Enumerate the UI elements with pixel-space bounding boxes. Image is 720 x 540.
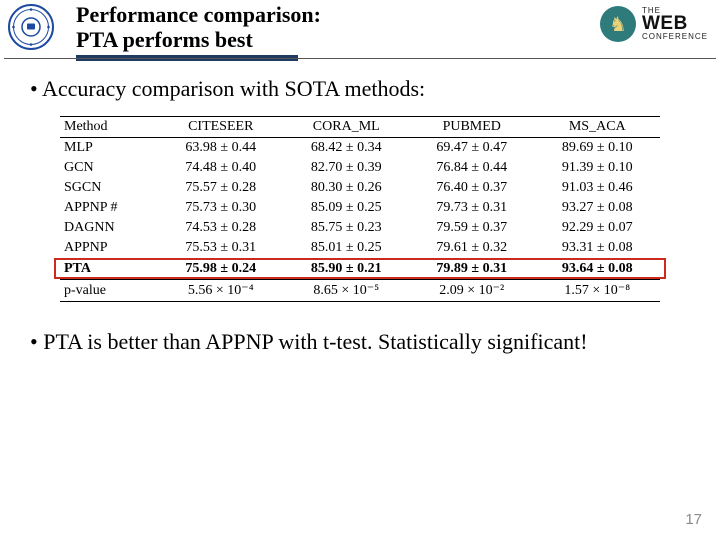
slide-title: Performance comparison: PTA performs bes…	[76, 2, 321, 53]
cell-value: 75.53 ± 0.31	[158, 238, 284, 259]
university-logo	[8, 4, 54, 50]
cell-method: PTA	[60, 259, 158, 280]
cell-value: 79.59 ± 0.37	[409, 218, 535, 238]
cell-value: 80.30 ± 0.26	[284, 178, 410, 198]
bullet-1: • Accuracy comparison with SOTA methods:	[30, 76, 690, 102]
table-row: SGCN75.57 ± 0.2880.30 ± 0.2676.40 ± 0.37…	[60, 178, 660, 198]
cell-value: 85.01 ± 0.25	[284, 238, 410, 259]
cell-value: 93.64 ± 0.08	[535, 259, 661, 280]
cell-value: 74.48 ± 0.40	[158, 158, 284, 178]
conference-logo: ♞ THE WEB CONFERENCE	[600, 6, 708, 42]
cell-value: 5.56 × 10⁻⁴	[158, 280, 284, 302]
slide-title-line1: Performance comparison:	[76, 2, 321, 27]
table-header-row: Method CITESEER CORA_ML PUBMED MS_ACA	[60, 117, 660, 138]
cell-value: 82.70 ± 0.39	[284, 158, 410, 178]
cell-value: 8.65 × 10⁻⁵	[284, 280, 410, 302]
conference-text: THE WEB CONFERENCE	[642, 7, 708, 40]
table-row: DAGNN74.53 ± 0.2885.75 ± 0.2379.59 ± 0.3…	[60, 218, 660, 238]
cell-method: SGCN	[60, 178, 158, 198]
horse-icon: ♞	[600, 6, 636, 42]
table-row: MLP63.98 ± 0.4468.42 ± 0.3469.47 ± 0.478…	[60, 138, 660, 159]
table-row: PTA75.98 ± 0.2485.90 ± 0.2179.89 ± 0.319…	[60, 259, 660, 280]
cell-value: 93.31 ± 0.08	[535, 238, 661, 259]
cell-value: 79.89 ± 0.31	[409, 259, 535, 280]
col-method: Method	[60, 117, 158, 138]
table-row-pvalue: p-value5.56 × 10⁻⁴8.65 × 10⁻⁵2.09 × 10⁻²…	[60, 280, 660, 302]
cell-value: 79.61 ± 0.32	[409, 238, 535, 259]
cell-value: 63.98 ± 0.44	[158, 138, 284, 159]
cell-method: GCN	[60, 158, 158, 178]
table-row: APPNP75.53 ± 0.3185.01 ± 0.2579.61 ± 0.3…	[60, 238, 660, 259]
col-msaca: MS_ACA	[535, 117, 661, 138]
col-coraml: CORA_ML	[284, 117, 410, 138]
cell-value: 74.53 ± 0.28	[158, 218, 284, 238]
cell-value: 85.90 ± 0.21	[284, 259, 410, 280]
cell-value: 79.73 ± 0.31	[409, 198, 535, 218]
cell-value: 85.75 ± 0.23	[284, 218, 410, 238]
cell-value: 75.57 ± 0.28	[158, 178, 284, 198]
cell-value: 75.98 ± 0.24	[158, 259, 284, 280]
title-rule	[4, 58, 716, 59]
cell-value: 93.27 ± 0.08	[535, 198, 661, 218]
cell-method: APPNP	[60, 238, 158, 259]
cell-method: DAGNN	[60, 218, 158, 238]
cell-value: 2.09 × 10⁻²	[409, 280, 535, 302]
cell-value: 1.57 × 10⁻⁸	[535, 280, 661, 302]
cell-value: 69.47 ± 0.47	[409, 138, 535, 159]
slide-title-line2: PTA performs best	[76, 27, 321, 52]
cell-value: 85.09 ± 0.25	[284, 198, 410, 218]
col-citeseer: CITESEER	[158, 117, 284, 138]
cell-value: 89.69 ± 0.10	[535, 138, 661, 159]
table-row: GCN74.48 ± 0.4082.70 ± 0.3976.84 ± 0.449…	[60, 158, 660, 178]
cell-value: 76.40 ± 0.37	[409, 178, 535, 198]
cell-value: 76.84 ± 0.44	[409, 158, 535, 178]
cell-value: 68.42 ± 0.34	[284, 138, 410, 159]
cell-value: 91.03 ± 0.46	[535, 178, 661, 198]
results-table: Method CITESEER CORA_ML PUBMED MS_ACA ML…	[60, 116, 660, 302]
page-number: 17	[685, 511, 702, 528]
cell-value: 92.29 ± 0.07	[535, 218, 661, 238]
cell-value: 91.39 ± 0.10	[535, 158, 661, 178]
bullet-2: • PTA is better than APPNP with t-test. …	[30, 328, 690, 356]
table-row: APPNP #75.73 ± 0.3085.09 ± 0.2579.73 ± 0…	[60, 198, 660, 218]
cell-value: 75.73 ± 0.30	[158, 198, 284, 218]
col-pubmed: PUBMED	[409, 117, 535, 138]
cell-method: APPNP #	[60, 198, 158, 218]
cell-method: p-value	[60, 280, 158, 302]
cell-method: MLP	[60, 138, 158, 159]
